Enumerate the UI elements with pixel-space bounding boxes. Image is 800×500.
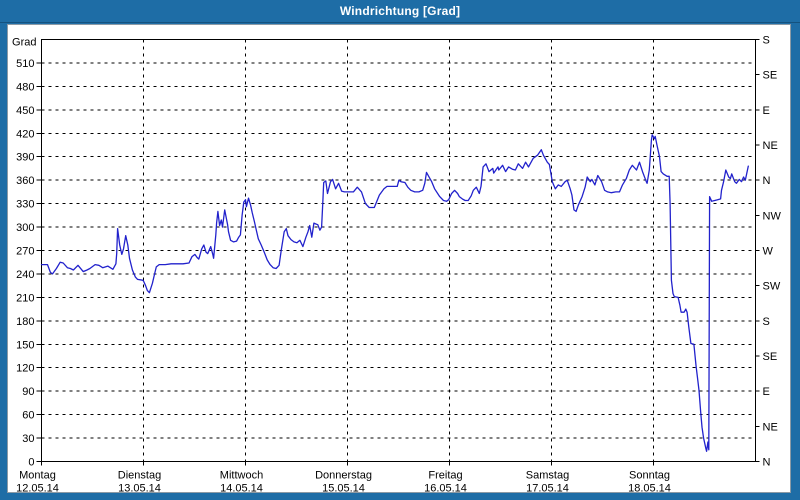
- right-axis-tick-label: S: [763, 35, 770, 47]
- left-axis-tick-label: 330: [16, 199, 34, 211]
- left-axis-tick-label: 30: [22, 433, 34, 445]
- left-axis-tick-label: 120: [16, 363, 34, 375]
- left-axis-tick-label: 300: [16, 222, 34, 234]
- right-axis-tick-label: N: [763, 175, 771, 187]
- right-axis-tick-label: SW: [763, 281, 781, 293]
- day-date-label: 13.05.14: [118, 483, 161, 495]
- left-axis-tick-label: 510: [16, 58, 34, 70]
- chart-title: Windrichtung [Grad]: [339, 4, 461, 18]
- day-name-label: Sonntag: [629, 470, 670, 482]
- day-name-label: Samstag: [526, 470, 569, 482]
- right-axis-tick-label: NE: [763, 140, 778, 152]
- left-axis-tick-label: 270: [16, 246, 34, 258]
- day-date-label: 12.05.14: [16, 483, 59, 495]
- left-axis-tick-label: 150: [16, 339, 34, 351]
- left-axis-tick-label: 480: [16, 81, 34, 93]
- day-name-label: Montag: [19, 470, 56, 482]
- right-axis-tick-label: W: [763, 246, 774, 258]
- left-axis-tick-label: 240: [16, 269, 34, 281]
- title-bar: Windrichtung [Grad]: [0, 0, 800, 23]
- day-date-label: 17.05.14: [526, 483, 569, 495]
- right-axis-tick-label: S: [763, 316, 770, 328]
- day-name-label: Dienstag: [118, 470, 161, 482]
- day-date-label: 15.05.14: [322, 483, 365, 495]
- day-name-label: Mittwoch: [220, 470, 263, 482]
- day-date-label: 14.05.14: [220, 483, 263, 495]
- day-name-label: Donnerstag: [315, 470, 372, 482]
- right-axis-tick-label: SE: [763, 351, 778, 363]
- right-axis-tick-label: E: [763, 386, 770, 398]
- left-axis-tick-label: 0: [28, 457, 34, 469]
- right-axis-tick-label: E: [763, 105, 770, 117]
- left-axis-tick-label: 420: [16, 128, 34, 140]
- left-axis-tick-label: 390: [16, 152, 34, 164]
- right-axis-tick-label: N: [763, 457, 771, 469]
- left-axis-tick-label: 60: [22, 410, 34, 422]
- left-axis-tick-label: 450: [16, 105, 34, 117]
- right-axis-tick-label: NE: [763, 421, 778, 433]
- day-name-label: Freitag: [428, 470, 462, 482]
- right-axis-tick-label: NW: [763, 210, 782, 222]
- left-axis-tick-label: 90: [22, 386, 34, 398]
- left-axis-tick-label: 180: [16, 316, 34, 328]
- day-date-label: 18.05.14: [628, 483, 671, 495]
- wind-direction-line: [40, 134, 749, 452]
- left-axis-title: Grad: [12, 37, 36, 49]
- left-axis-tick-label: 360: [16, 175, 34, 187]
- day-date-label: 16.05.14: [424, 483, 467, 495]
- right-axis-tick-label: SE: [763, 70, 778, 82]
- left-axis-tick-label: 210: [16, 292, 34, 304]
